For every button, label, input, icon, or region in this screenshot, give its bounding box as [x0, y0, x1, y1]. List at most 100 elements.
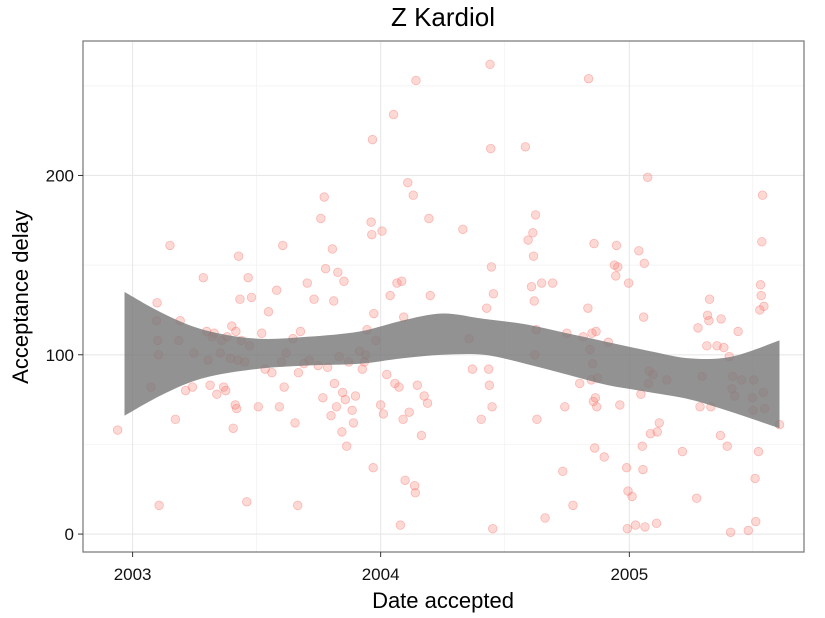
- data-point: [409, 480, 420, 491]
- data-point: [757, 190, 768, 200]
- data-point: [278, 240, 288, 251]
- data-point: [712, 341, 722, 351]
- y-tick-label: 100: [46, 346, 74, 365]
- data-point: [609, 260, 620, 270]
- data-point: [218, 382, 229, 392]
- data-point: [327, 244, 338, 254]
- data-point: [588, 396, 599, 407]
- data-point: [630, 520, 641, 530]
- data-point: [369, 308, 379, 319]
- data-point: [293, 500, 303, 511]
- data-point: [575, 378, 585, 389]
- data-point: [398, 414, 408, 425]
- data-point: [235, 294, 245, 304]
- data-point: [424, 213, 434, 224]
- data-point: [530, 210, 541, 220]
- data-point: [532, 414, 542, 425]
- data-point: [651, 518, 662, 529]
- data-point: [547, 278, 558, 288]
- data-point: [638, 312, 649, 322]
- data-point: [750, 473, 760, 484]
- data-point: [212, 389, 222, 399]
- plot-panel: [83, 41, 804, 552]
- data-point: [733, 326, 743, 337]
- data-point: [395, 520, 406, 530]
- data-point: [560, 402, 570, 412]
- data-point: [719, 342, 729, 353]
- data-point: [408, 190, 418, 200]
- data-point: [231, 326, 241, 337]
- data-point: [487, 402, 497, 412]
- data-point: [221, 385, 231, 396]
- data-point: [645, 428, 656, 439]
- data-point: [329, 378, 340, 389]
- data-point: [411, 75, 421, 86]
- data-point: [390, 378, 400, 389]
- data-point: [637, 441, 647, 451]
- data-point: [180, 385, 191, 396]
- data-point: [416, 430, 427, 441]
- data-point: [274, 402, 285, 412]
- data-point: [378, 409, 389, 419]
- data-point: [293, 368, 304, 378]
- data-point: [394, 382, 404, 392]
- data-point: [230, 400, 240, 410]
- data-point: [243, 272, 253, 283]
- data-point: [279, 382, 289, 392]
- data-point: [611, 271, 621, 281]
- data-point: [615, 400, 625, 410]
- data-point: [677, 446, 688, 457]
- data-point: [295, 326, 306, 337]
- data-point: [613, 262, 623, 272]
- smooth-confidence-band: [124, 292, 780, 429]
- data-point: [392, 278, 402, 288]
- data-point: [331, 402, 342, 412]
- chart-title: Z Kardiol: [391, 2, 495, 32]
- x-axis-title: Date accepted: [372, 588, 514, 613]
- data-point: [205, 380, 215, 390]
- data-point: [319, 192, 329, 202]
- data-point: [337, 387, 348, 398]
- data-point: [467, 364, 478, 374]
- data-point: [271, 285, 282, 295]
- data-point: [340, 394, 351, 405]
- data-point: [422, 398, 433, 408]
- data-point: [695, 402, 705, 412]
- data-point: [302, 278, 312, 288]
- data-point: [233, 251, 244, 261]
- data-point: [528, 228, 538, 238]
- data-point: [488, 289, 499, 299]
- x-tick-label: 2004: [362, 565, 400, 584]
- data-point: [339, 276, 349, 286]
- data-point: [715, 430, 726, 441]
- data-point: [643, 172, 653, 182]
- data-point: [152, 298, 162, 308]
- data-point: [366, 217, 376, 227]
- data-point: [170, 414, 181, 425]
- data-point: [640, 522, 650, 532]
- data-point: [357, 364, 367, 374]
- data-point: [290, 418, 300, 428]
- data-point: [385, 290, 395, 301]
- data-point: [652, 427, 662, 437]
- data-point: [242, 497, 252, 507]
- data-point: [165, 240, 175, 251]
- data-point: [622, 523, 633, 534]
- data-point: [412, 380, 423, 390]
- data-point: [481, 303, 492, 313]
- data-point: [691, 493, 702, 503]
- data-point: [228, 423, 238, 433]
- data-point: [757, 237, 767, 247]
- data-point: [486, 143, 496, 154]
- data-point: [558, 466, 568, 477]
- data-point: [348, 418, 359, 428]
- data-point: [759, 301, 769, 312]
- data-point: [599, 452, 609, 462]
- data-point: [341, 441, 352, 451]
- data-point: [751, 516, 761, 527]
- data-point: [638, 464, 648, 475]
- data-point: [583, 303, 593, 313]
- data-point: [589, 443, 600, 453]
- data-point: [326, 411, 336, 421]
